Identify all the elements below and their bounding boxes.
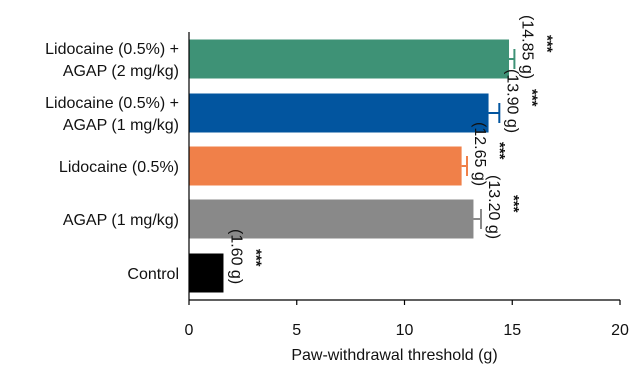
category-label: AGAP (1 mg/kg) (63, 117, 179, 134)
bar (189, 93, 489, 133)
data-label: (1.60 g) (227, 229, 244, 284)
data-label: (13.90 g) (503, 69, 520, 133)
significance-label: *** (491, 142, 508, 160)
significance-label: *** (505, 195, 522, 213)
significance-label: *** (247, 249, 264, 267)
category-label: Control (127, 266, 179, 283)
x-tick-label: 5 (292, 322, 301, 339)
x-tick-label: 10 (396, 322, 414, 339)
bar (189, 199, 474, 239)
category-label: AGAP (1 mg/kg) (63, 212, 179, 229)
significance-label: *** (523, 89, 540, 107)
category-label: Lidocaine (0.5%) + (45, 95, 179, 112)
data-label: (13.20 g) (485, 175, 502, 239)
bar (189, 39, 510, 79)
x-tick-label: 0 (185, 322, 194, 339)
category-label: Lidocaine (0.5%) (59, 159, 179, 176)
data-label: (14.85 g) (518, 15, 535, 79)
bars-layer (188, 39, 621, 305)
labels-layer: 0 5 10 15 20 Lidocaine (0.5%) + AGAP (2 mg/kg)… (45, 15, 629, 339)
x-axis-title: Paw-withdrawal threshold (g) (291, 347, 497, 364)
data-label: (12.65 g) (471, 122, 488, 186)
category-label: AGAP (2 mg/kg) (63, 63, 179, 80)
x-tick-label: 20 (611, 322, 629, 339)
axes-layer (188, 32, 620, 301)
bar (189, 146, 462, 186)
category-label: Lidocaine (0.5%) + (45, 41, 179, 58)
x-tick-label: 15 (503, 322, 521, 339)
significance-label: *** (538, 35, 555, 53)
bar (189, 253, 224, 293)
